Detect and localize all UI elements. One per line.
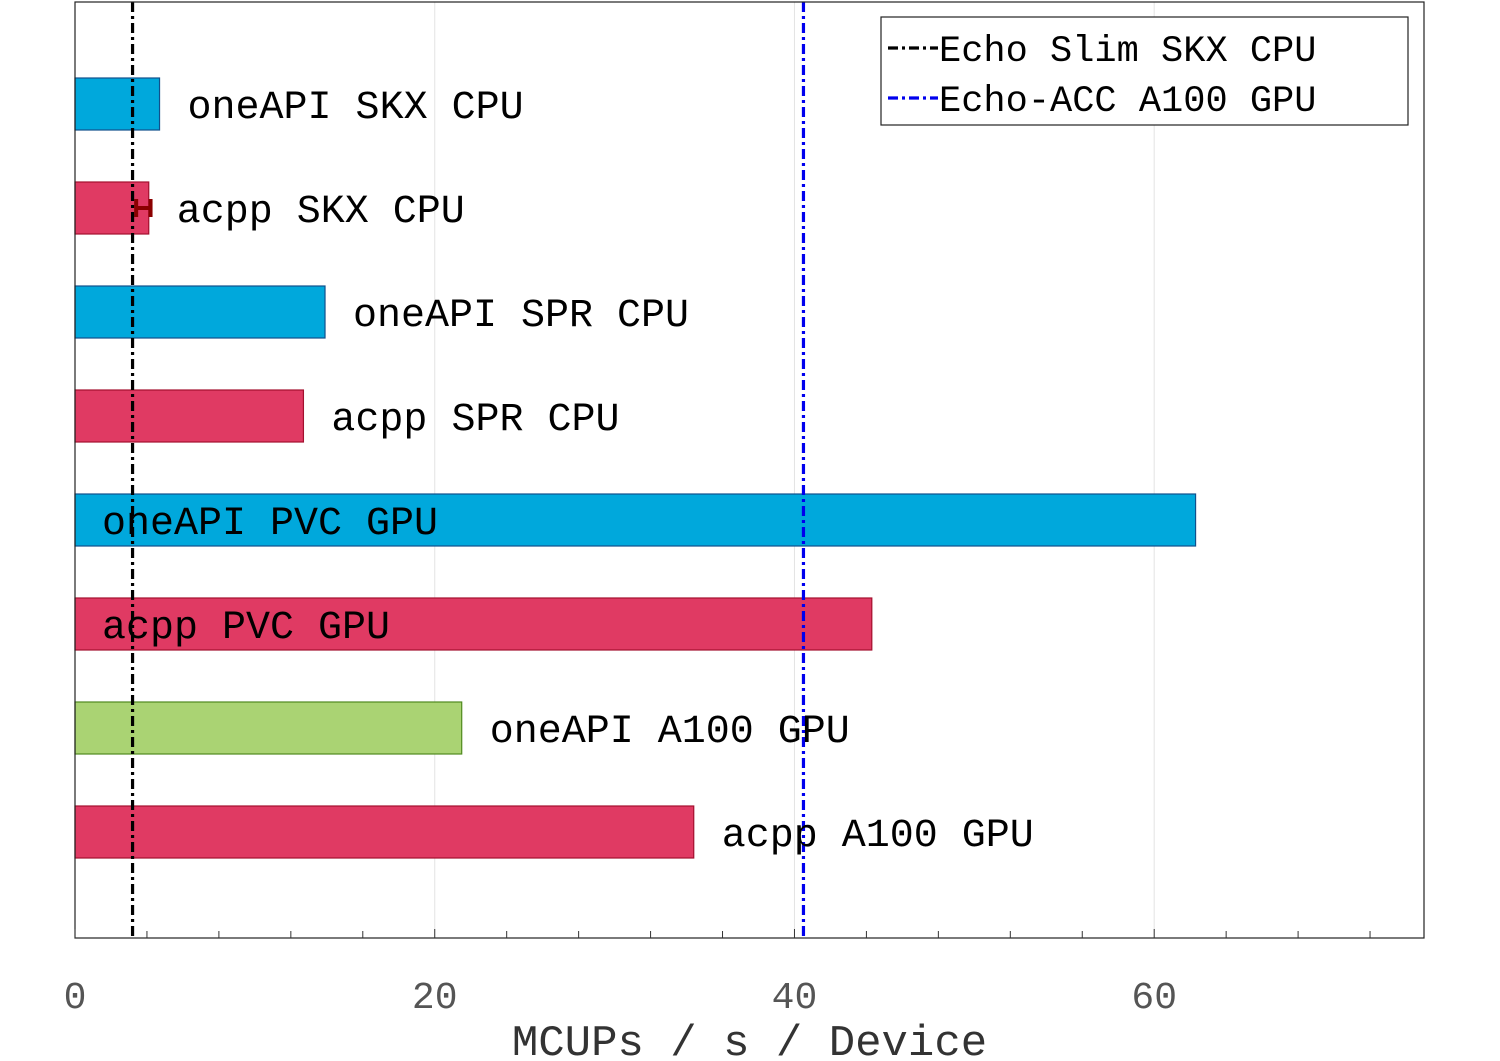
error-bar bbox=[134, 199, 153, 217]
grid-lines bbox=[434, 2, 1155, 938]
bar-oneapi-pvc-gpu bbox=[74, 493, 1197, 547]
reference-lines bbox=[130, 2, 806, 938]
x-axis-tick-labels: 0 20 40 60 bbox=[64, 977, 1177, 1020]
x-tick-label: 60 bbox=[1131, 977, 1177, 1020]
legend-item: Echo-ACC A100 GPU bbox=[888, 81, 1316, 123]
bar-label: acpp SKX CPU bbox=[177, 190, 465, 235]
bar-acpp-pvc-gpu bbox=[74, 597, 873, 651]
legend: Echo Slim SKX CPU Echo-ACC A100 GPU bbox=[880, 16, 1409, 126]
legend-label: Echo-ACC A100 GPU bbox=[939, 81, 1316, 123]
x-tick-label: 40 bbox=[772, 977, 818, 1020]
bar-oneapi-a100-gpu bbox=[74, 701, 463, 755]
legend-item: Echo Slim SKX CPU bbox=[888, 31, 1316, 73]
x-tick-label: 0 bbox=[64, 977, 87, 1020]
legend-label: Echo Slim SKX CPU bbox=[939, 31, 1316, 73]
bar-label: oneAPI A100 GPU bbox=[490, 710, 850, 755]
bars bbox=[74, 77, 1197, 859]
legend-box bbox=[880, 16, 1409, 126]
bar-label: oneAPI SPR CPU bbox=[353, 294, 689, 339]
x-axis-ticks bbox=[74, 929, 1371, 938]
bar-label: acpp SPR CPU bbox=[331, 398, 619, 443]
x-axis-title: MCUPs / s / Device bbox=[512, 1019, 987, 1061]
bar-label: oneAPI SKX CPU bbox=[188, 86, 524, 131]
bar-acpp-spr-cpu bbox=[74, 389, 305, 443]
bar-oneapi-spr-cpu bbox=[74, 285, 326, 339]
x-tick-label: 20 bbox=[412, 977, 458, 1020]
plot-area-frame bbox=[74, 1, 1425, 939]
bar-label: oneAPI PVC GPU bbox=[102, 502, 438, 547]
bar-labels: oneAPI SKX CPU acpp SKX CPU oneAPI SPR CPU… bbox=[102, 86, 1034, 859]
bar-label: acpp PVC GPU bbox=[102, 606, 390, 651]
bar-acpp-a100-gpu bbox=[74, 805, 695, 859]
bar-label: acpp A100 GPU bbox=[722, 814, 1034, 859]
bar-oneapi-skx-cpu bbox=[74, 77, 161, 131]
